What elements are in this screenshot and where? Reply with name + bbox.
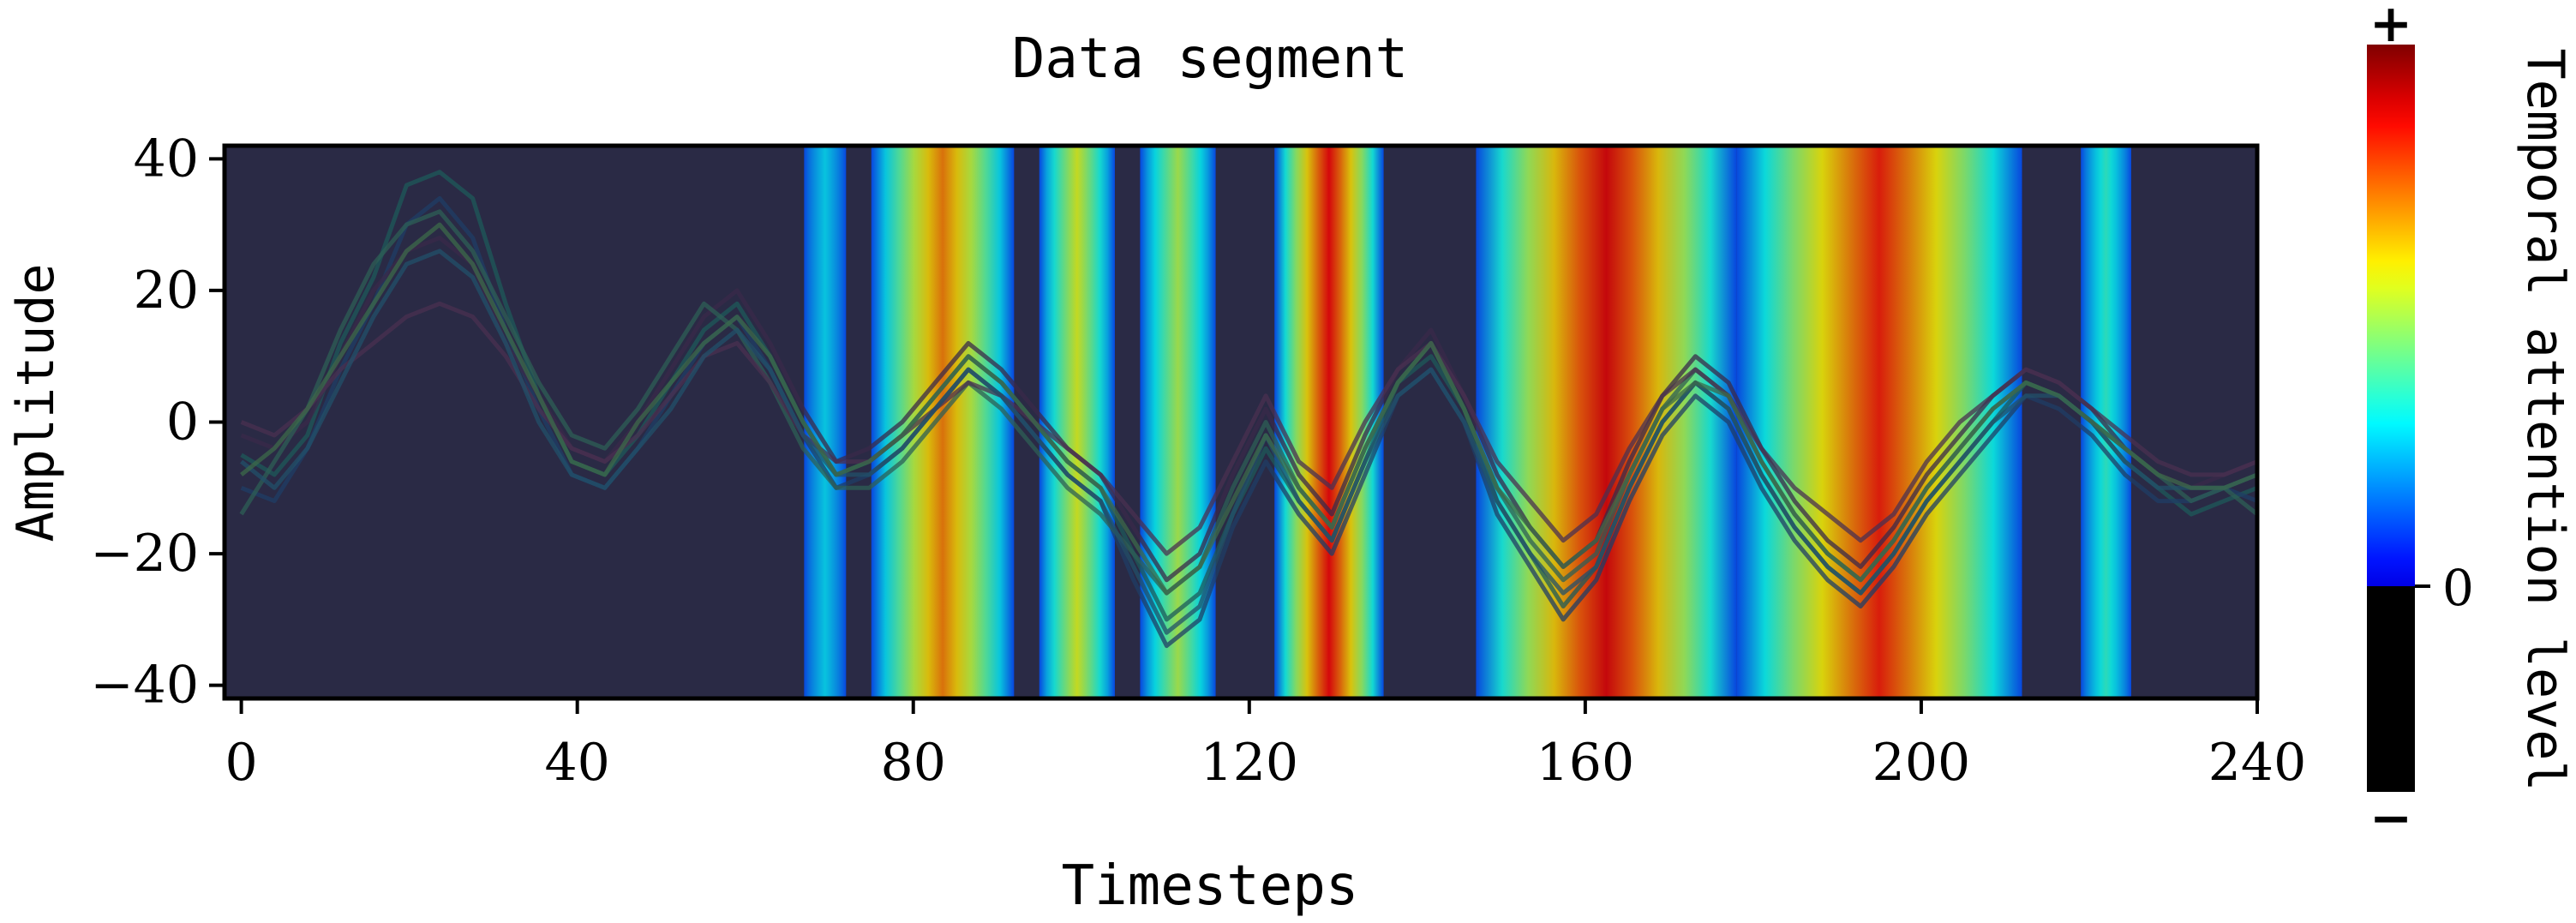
chart-title: Data segment [1012, 27, 1408, 91]
x-axis: 0 40 80 120 160 200 240 [225, 698, 2307, 793]
attention-region [1736, 146, 2022, 698]
colorbar-zero-block [2367, 586, 2415, 792]
x-tick-label: 120 [1201, 733, 1299, 793]
attention-region [871, 146, 1015, 698]
colorbar-zero-label: 0 [2442, 559, 2474, 617]
x-tick-label: 240 [2208, 733, 2307, 793]
series-line [240, 249, 2258, 635]
attention-region [1476, 146, 1737, 698]
attention-region [1039, 146, 1115, 698]
y-axis: 40 20 0 −20 −40 [90, 129, 225, 716]
x-axis-label: Timesteps [1062, 854, 1359, 918]
series-layer [239, 170, 2259, 649]
colorbar-gradient [2367, 45, 2415, 586]
x-tick-label: 40 [544, 733, 609, 793]
colorbar-title: Temporal attention level [2515, 49, 2575, 792]
series-line [240, 222, 2258, 596]
x-tick-label: 80 [881, 733, 946, 793]
y-tick-label: 40 [134, 129, 199, 189]
x-tick-label: 200 [1872, 733, 1971, 793]
y-tick-label: 0 [166, 393, 199, 453]
y-tick-label: 20 [134, 261, 199, 321]
y-axis-label: Amplitude [6, 263, 66, 542]
x-tick-label: 160 [1537, 733, 1635, 793]
x-tick-label: 0 [225, 733, 258, 793]
colorbar-plus-label: + [2369, 0, 2412, 54]
y-tick-label: −20 [90, 524, 199, 584]
series-line [240, 301, 2258, 556]
plot-area [222, 143, 2260, 701]
y-tick-label: −40 [90, 656, 199, 716]
colorbar-minus-label: − [2369, 788, 2412, 848]
colorbar: 0 + − Temporal attention level [2367, 0, 2575, 848]
